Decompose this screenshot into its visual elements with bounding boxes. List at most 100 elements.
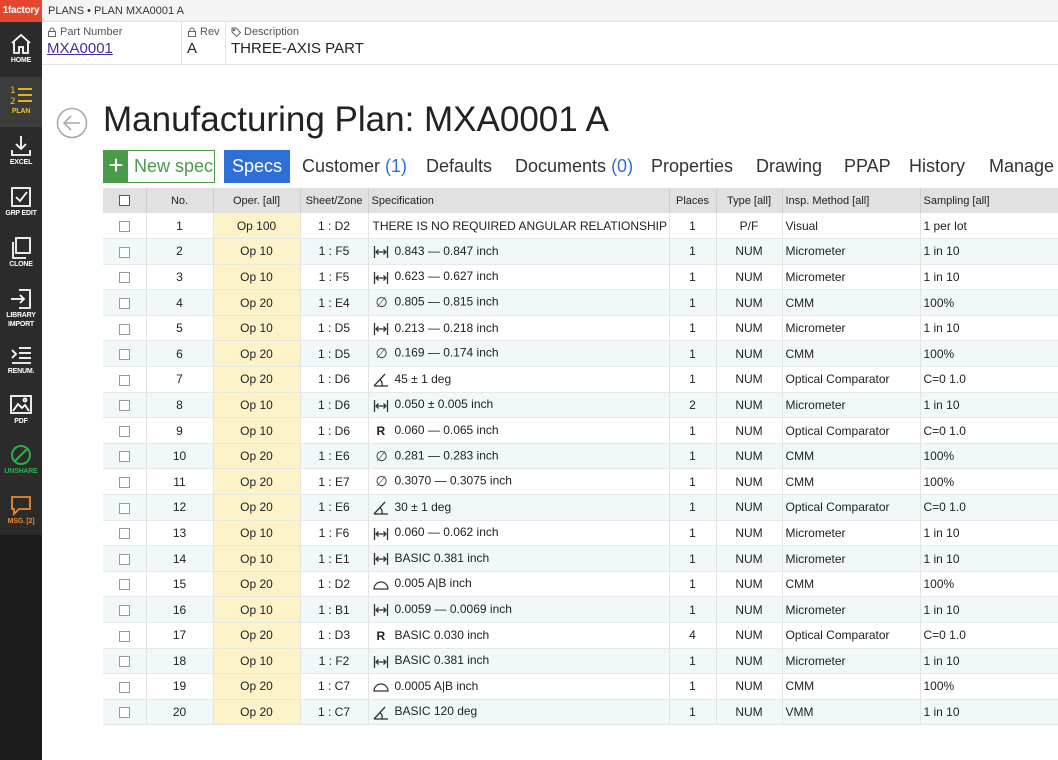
cell-oper[interactable]: Op 20 (213, 340, 301, 368)
row-checkbox[interactable] (118, 374, 130, 386)
cell-specification[interactable]: 0.060 — 0.062 inch (368, 520, 670, 547)
cell-oper[interactable]: Op 10 (213, 545, 301, 572)
table-row[interactable]: 2 Op 10 1 : F5 0.843 — 0.847 inch 1 NUM Microm… (103, 238, 1058, 265)
cell-oper[interactable]: Op 100 (213, 213, 301, 240)
tab-ppap[interactable]: PPAP (844, 156, 891, 176)
cell-specification[interactable]: R 0.060 — 0.065 inch (368, 417, 670, 444)
col-header-sheet[interactable]: Sheet/Zone (300, 188, 369, 213)
row-checkbox-cell[interactable] (103, 366, 147, 393)
row-checkbox[interactable] (118, 528, 130, 540)
table-row[interactable]: 17 Op 20 1 : D3 R BASIC 0.030 inch 4 NUM Optica… (103, 622, 1058, 649)
tab-customer[interactable]: Customer (1) (302, 150, 407, 183)
row-checkbox[interactable] (118, 272, 130, 284)
col-header-type[interactable]: Type [all] (716, 188, 783, 213)
row-checkbox[interactable] (118, 681, 130, 693)
tab-defaults[interactable]: Defaults (426, 156, 493, 176)
cell-oper[interactable]: Op 20 (213, 699, 301, 726)
cell-oper[interactable]: Op 20 (213, 571, 301, 598)
row-checkbox-cell[interactable] (103, 494, 147, 521)
table-row[interactable]: 1 Op 100 1 : D2 THERE IS NO REQUIRED ANGULA… (103, 213, 1058, 240)
cell-oper[interactable]: Op 20 (213, 289, 301, 316)
cell-specification[interactable]: ∅ 0.3070 — 0.3075 inch (368, 468, 670, 496)
sidebar-item-renum[interactable]: RENUM. (0, 337, 42, 387)
row-checkbox[interactable] (118, 349, 130, 361)
sidebar-item-messages[interactable]: MSG. [2] (0, 487, 42, 537)
row-checkbox[interactable] (118, 656, 130, 668)
sidebar-item-pdf[interactable]: PDF (0, 387, 42, 437)
brand-logo[interactable]: 1factory (0, 0, 42, 22)
table-row[interactable]: 18 Op 10 1 : F2 BASIC 0.381 inch 1 NUM Microme… (103, 648, 1058, 675)
sidebar-item-library-import[interactable]: LIBRARY IMPORT (0, 281, 42, 337)
cell-specification[interactable]: BASIC 0.381 inch (368, 648, 670, 675)
cell-oper[interactable]: Op 10 (213, 238, 301, 265)
cell-oper[interactable]: Op 20 (213, 622, 301, 649)
cell-oper[interactable]: Op 10 (213, 596, 301, 623)
row-checkbox-cell[interactable] (103, 596, 147, 623)
row-checkbox[interactable] (118, 425, 130, 437)
row-checkbox-cell[interactable] (103, 289, 147, 316)
row-checkbox-cell[interactable] (103, 673, 147, 700)
table-row[interactable]: 6 Op 20 1 : D5 ∅ 0.169 — 0.174 inch 1 NUM CMM 10… (103, 340, 1058, 368)
sidebar-item-unshare[interactable]: UNSHARE (0, 437, 42, 487)
row-checkbox[interactable] (118, 605, 130, 617)
cell-oper[interactable]: Op 20 (213, 494, 301, 521)
sidebar-item-grp-edit[interactable]: GRP EDIT (0, 179, 42, 229)
cell-specification[interactable]: ∅ 0.805 — 0.815 inch (368, 289, 670, 316)
table-row[interactable]: 7 Op 20 1 : D6 45 ± 1 deg 1 NUM Optical Compar… (103, 366, 1058, 393)
cell-oper[interactable]: Op 10 (213, 520, 301, 547)
cell-oper[interactable]: Op 10 (213, 417, 301, 444)
cell-specification[interactable]: 0.623 — 0.627 inch (368, 264, 670, 291)
cell-oper[interactable]: Op 10 (213, 264, 301, 291)
row-checkbox[interactable] (118, 323, 130, 335)
row-checkbox-cell[interactable] (103, 417, 147, 444)
tab-properties[interactable]: Properties (651, 156, 734, 176)
sidebar-item-home[interactable]: HOME (0, 26, 42, 76)
row-checkbox[interactable] (118, 707, 130, 719)
cell-specification[interactable]: ∅ 0.169 — 0.174 inch (368, 340, 670, 368)
table-row[interactable]: 3 Op 10 1 : F5 0.623 — 0.627 inch 1 NUM Microm… (103, 264, 1058, 291)
col-header-insp[interactable]: Insp. Method [all] (782, 188, 921, 213)
row-checkbox-cell[interactable] (103, 520, 147, 547)
table-row[interactable]: 14 Op 10 1 : E1 BASIC 0.381 inch 1 NUM Microme… (103, 545, 1058, 572)
row-checkbox-cell[interactable] (103, 571, 147, 598)
table-row[interactable]: 19 Op 20 1 : C7 0.0005 A|B inch 1 NUM CMM 100% (103, 673, 1058, 700)
row-checkbox-cell[interactable] (103, 392, 147, 419)
row-checkbox-cell[interactable] (103, 699, 147, 726)
row-checkbox[interactable] (118, 297, 130, 309)
row-checkbox[interactable] (118, 400, 130, 412)
cell-specification[interactable]: 30 ± 1 deg (368, 494, 670, 521)
sidebar-item-clone[interactable]: CLONE (0, 230, 42, 280)
row-checkbox-cell[interactable] (103, 545, 147, 572)
row-checkbox[interactable] (118, 477, 130, 489)
col-header-no[interactable]: No. (146, 188, 214, 213)
table-row[interactable]: 20 Op 20 1 : C7 BASIC 120 deg 1 NUM VMM 1 in 10 (103, 699, 1058, 726)
table-row[interactable]: 8 Op 10 1 : D6 0.050 ± 0.005 inch 2 NUM Microm… (103, 392, 1058, 419)
cell-specification[interactable]: 0.005 A|B inch (368, 571, 670, 598)
tab-manage[interactable]: Manage (989, 156, 1055, 176)
cell-specification[interactable]: 0.0059 — 0.0069 inch (368, 596, 670, 623)
row-checkbox[interactable] (118, 630, 130, 642)
cell-specification[interactable]: BASIC 0.381 inch (368, 545, 670, 572)
row-checkbox[interactable] (118, 246, 130, 258)
cell-specification[interactable]: 45 ± 1 deg (368, 366, 670, 393)
cell-oper[interactable]: Op 20 (213, 366, 301, 393)
row-checkbox-cell[interactable] (103, 443, 147, 470)
cell-specification[interactable]: THERE IS NO REQUIRED ANGULAR RELATIONSHI… (368, 213, 670, 240)
row-checkbox[interactable] (118, 451, 130, 463)
table-row[interactable]: 15 Op 20 1 : D2 0.005 A|B inch 1 NUM CMM 100% (103, 571, 1058, 598)
table-row[interactable]: 13 Op 10 1 : F6 0.060 — 0.062 inch 1 NUM Micro… (103, 520, 1058, 547)
row-checkbox[interactable] (118, 553, 130, 565)
cell-oper[interactable]: Op 10 (213, 648, 301, 675)
row-checkbox-cell[interactable] (103, 340, 147, 368)
row-checkbox[interactable] (118, 579, 130, 591)
tab-documents[interactable]: Documents (0) (515, 150, 633, 183)
cell-specification[interactable]: 0.050 ± 0.005 inch (368, 392, 670, 419)
tab-drawing[interactable]: Drawing (756, 156, 823, 176)
table-row[interactable]: 12 Op 20 1 : E6 30 ± 1 deg 1 NUM Optical Compa… (103, 494, 1058, 521)
table-row[interactable]: 5 Op 10 1 : D5 0.213 — 0.218 inch 1 NUM Microm… (103, 315, 1058, 342)
row-checkbox[interactable] (118, 502, 130, 514)
cell-specification[interactable]: ∅ 0.281 — 0.283 inch (368, 443, 670, 470)
cell-specification[interactable]: R BASIC 0.030 inch (368, 622, 670, 649)
row-checkbox-cell[interactable] (103, 213, 147, 240)
